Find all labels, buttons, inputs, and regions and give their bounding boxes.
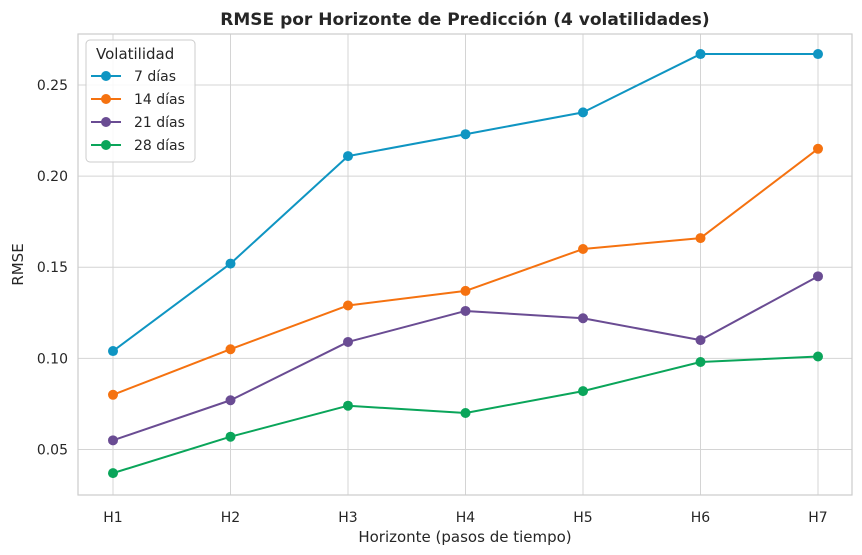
data-point	[695, 49, 706, 60]
legend-label: 21 días	[134, 115, 185, 131]
legend: Volatilidad 7 días 14 días 21 días 28 días	[85, 39, 196, 163]
data-point	[108, 389, 118, 400]
series	[108, 49, 823, 479]
y-tick-label: 0.15	[37, 260, 68, 276]
x-tick-label: H5	[573, 510, 592, 526]
data-point	[225, 258, 236, 269]
x-tick-label: H4	[456, 510, 476, 526]
series-3	[108, 271, 823, 446]
data-point	[460, 285, 471, 296]
data-point	[108, 346, 118, 357]
data-point	[578, 107, 588, 118]
legend-marker	[101, 94, 111, 104]
data-point	[813, 143, 823, 154]
x-tick-label: H3	[338, 510, 357, 526]
data-point	[578, 386, 588, 397]
x-tick-label: H7	[808, 510, 827, 526]
legend-label: 14 días	[134, 92, 185, 108]
legend-label: 28 días	[134, 138, 185, 154]
data-point	[343, 300, 353, 311]
y-tick-label: 0.25	[37, 78, 68, 94]
data-point	[343, 400, 353, 411]
data-point	[813, 351, 823, 362]
legend-label: 7 días	[134, 69, 176, 85]
data-point	[343, 336, 353, 347]
data-point	[695, 335, 706, 346]
data-point	[460, 408, 471, 419]
x-tick-label: H6	[691, 510, 711, 526]
data-point	[578, 244, 588, 255]
data-point	[108, 468, 118, 479]
data-point	[460, 129, 471, 140]
data-point	[108, 435, 118, 446]
data-point	[343, 151, 353, 162]
data-point	[813, 49, 823, 60]
legend-title: Volatilidad	[96, 45, 174, 63]
data-point	[695, 233, 706, 244]
plot-frame	[77, 33, 853, 496]
x-tick-label: H2	[221, 510, 240, 526]
x-axis-label: Horizonte (pasos de tiempo)	[358, 528, 571, 546]
series-2	[108, 143, 823, 400]
data-point	[813, 271, 823, 282]
tick-labels: H1 H2 H3 H4 H5 H6 H7 0.05 0.10 0.15 0.20 0.25	[37, 78, 828, 526]
data-point	[578, 313, 588, 324]
y-tick-label: 0.10	[37, 351, 68, 367]
legend-box	[85, 39, 196, 163]
legend-marker	[101, 117, 111, 127]
x-tick-label: H1	[103, 510, 122, 526]
legend-item: 7 días	[91, 69, 176, 85]
legend-marker	[101, 140, 111, 150]
data-point	[225, 395, 236, 406]
y-axis-label: RMSE	[9, 243, 27, 285]
y-tick-label: 0.20	[37, 169, 68, 185]
chart-title: RMSE por Horizonte de Predicción (4 vola…	[220, 10, 709, 30]
series-4	[108, 351, 823, 479]
y-tick-label: 0.05	[37, 442, 68, 458]
series-1	[108, 49, 823, 357]
legend-item: 14 días	[91, 92, 185, 108]
data-point	[695, 356, 706, 367]
legend-marker	[101, 71, 111, 81]
data-point	[460, 305, 471, 316]
legend-item: 21 días	[91, 115, 185, 131]
data-point	[225, 344, 236, 355]
legend-item: 28 días	[91, 138, 185, 154]
data-point	[225, 431, 236, 442]
